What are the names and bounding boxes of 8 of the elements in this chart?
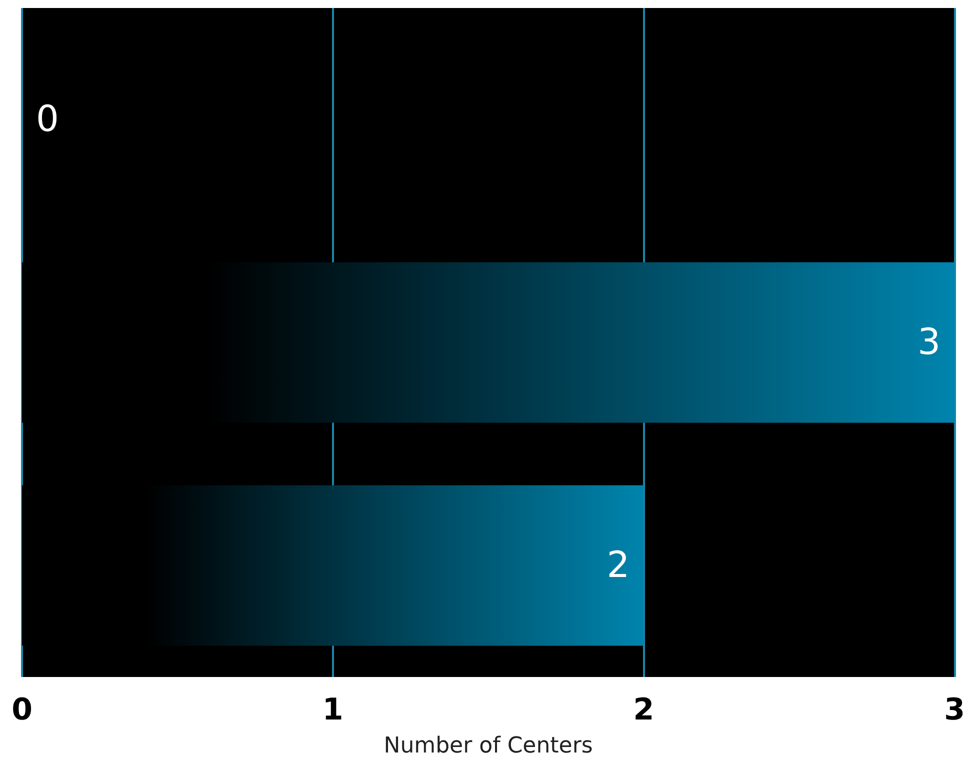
- x-tick-label: 1: [322, 692, 344, 728]
- data-label: 0: [36, 99, 59, 140]
- x-tick-label: 3: [944, 692, 965, 728]
- x-axis-title: Number of Centers: [384, 734, 593, 758]
- data-label: 2: [606, 545, 630, 586]
- x-tick-label: 2: [633, 692, 654, 728]
- x-tick-label: 0: [12, 692, 32, 728]
- data-label: 3: [918, 322, 941, 363]
